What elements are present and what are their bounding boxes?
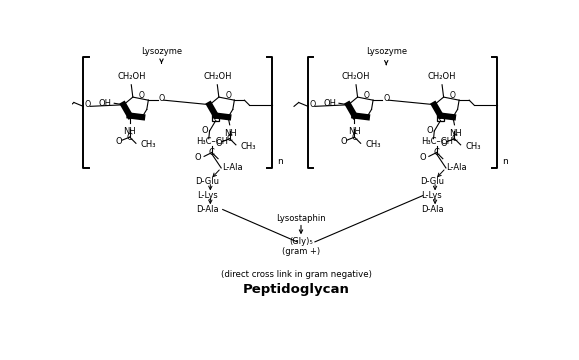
Text: C: C (127, 132, 133, 141)
Text: L-Lys: L-Lys (422, 191, 442, 200)
Text: C: C (434, 148, 439, 157)
Text: (gram +): (gram +) (282, 247, 320, 256)
Text: H₃C–CH: H₃C–CH (196, 137, 228, 146)
Text: CH₂OH: CH₂OH (203, 72, 232, 81)
Text: L-Lys: L-Lys (197, 191, 218, 200)
Text: NH: NH (348, 127, 361, 136)
Text: CH₃: CH₃ (365, 140, 381, 149)
Text: O: O (215, 139, 222, 148)
Text: O: O (116, 137, 122, 146)
Text: D-Ala: D-Ala (196, 205, 218, 214)
Text: O: O (419, 153, 426, 162)
Text: CH₂OH: CH₂OH (342, 72, 371, 81)
Text: O: O (159, 94, 164, 103)
Text: CH₃: CH₃ (466, 142, 481, 151)
Text: NH: NH (123, 127, 136, 136)
Text: n: n (277, 157, 283, 166)
Text: O: O (138, 91, 144, 100)
Text: C: C (227, 134, 233, 143)
Text: L-Ala: L-Ala (446, 163, 467, 172)
Text: O: O (450, 91, 456, 100)
Text: O: O (225, 91, 231, 100)
Text: CH₃: CH₃ (240, 142, 256, 151)
Text: O: O (201, 126, 208, 135)
Text: O: O (383, 94, 389, 103)
Text: (direct cross link in gram negative): (direct cross link in gram negative) (221, 270, 372, 279)
Text: Lysozyme: Lysozyme (366, 47, 407, 56)
Text: NH: NH (449, 129, 461, 138)
Text: NH: NH (224, 129, 237, 138)
Text: H₃C–CH: H₃C–CH (420, 137, 453, 146)
Text: OH: OH (99, 99, 112, 108)
Bar (212, 114, 219, 121)
Text: Lysozyme: Lysozyme (141, 47, 182, 56)
Text: CH₂OH: CH₂OH (117, 72, 145, 81)
Bar (437, 114, 444, 121)
Text: D-Glu: D-Glu (195, 177, 219, 186)
Text: OH: OH (324, 99, 336, 108)
Text: CH₃: CH₃ (141, 140, 156, 149)
Text: O: O (85, 100, 91, 109)
Text: O: O (195, 153, 201, 162)
Text: C: C (209, 148, 215, 157)
Text: L-Ala: L-Ala (222, 163, 243, 172)
Text: O: O (363, 91, 369, 100)
Text: Peptidoglycan: Peptidoglycan (243, 283, 350, 296)
Text: O: O (426, 126, 433, 135)
Text: C: C (452, 134, 457, 143)
Text: Lysostaphin: Lysostaphin (276, 214, 326, 223)
Text: C: C (351, 132, 357, 141)
Text: O: O (310, 100, 316, 109)
Text: O: O (340, 137, 347, 146)
Text: n: n (502, 157, 507, 166)
Text: D-Ala: D-Ala (421, 205, 444, 214)
Text: (Gly)₅: (Gly)₅ (289, 237, 313, 246)
Text: O: O (440, 139, 447, 148)
Text: CH₂OH: CH₂OH (428, 72, 456, 81)
Text: D-Glu: D-Glu (420, 177, 444, 186)
